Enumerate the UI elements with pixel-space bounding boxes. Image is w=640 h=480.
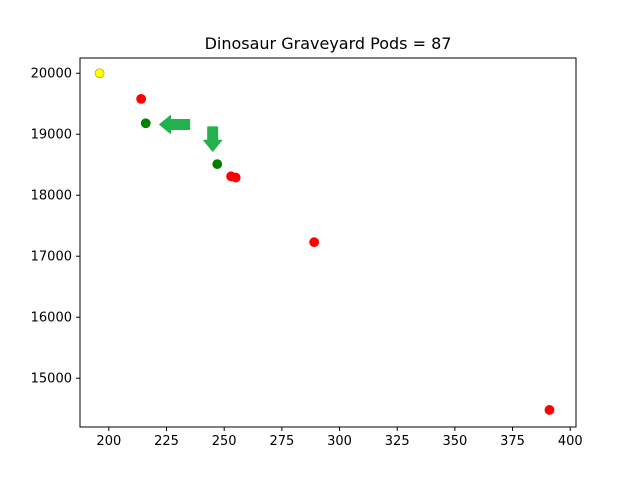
points-layer xyxy=(94,68,555,415)
data-point xyxy=(140,118,151,129)
x-tick-label: 400 xyxy=(558,434,583,449)
y-tick-label: 15000 xyxy=(31,372,72,387)
x-tick-label: 200 xyxy=(96,434,121,449)
x-axis-ticks: 200 225 250 275 300 325 350 375 400 xyxy=(96,427,583,449)
x-tick-label: 350 xyxy=(442,434,467,449)
data-point xyxy=(544,405,555,415)
plot-frame xyxy=(79,57,577,428)
x-tick-label: 300 xyxy=(327,434,352,449)
y-tick-label: 19000 xyxy=(31,128,72,143)
y-tick-label: 18000 xyxy=(31,189,72,204)
chart-title: Dinosaur Graveyard Pods = 87 xyxy=(205,34,452,53)
data-point xyxy=(212,159,223,170)
x-tick-label: 250 xyxy=(212,434,237,449)
arrow-marker xyxy=(203,126,223,152)
arrows-layer xyxy=(159,115,223,152)
data-point xyxy=(136,93,147,104)
x-tick-label: 375 xyxy=(500,434,525,449)
x-tick-label: 275 xyxy=(269,434,294,449)
y-axis-ticks: 15000 16000 17000 18000 19000 20000 xyxy=(31,67,80,387)
y-tick-label: 20000 xyxy=(31,67,72,82)
data-point xyxy=(230,172,241,183)
data-point xyxy=(94,68,105,79)
data-point xyxy=(309,237,320,248)
x-tick-label: 325 xyxy=(385,434,410,449)
y-tick-label: 17000 xyxy=(31,250,72,265)
x-tick-label: 225 xyxy=(154,434,179,449)
arrow-marker xyxy=(159,115,191,134)
y-tick-label: 16000 xyxy=(31,311,72,326)
